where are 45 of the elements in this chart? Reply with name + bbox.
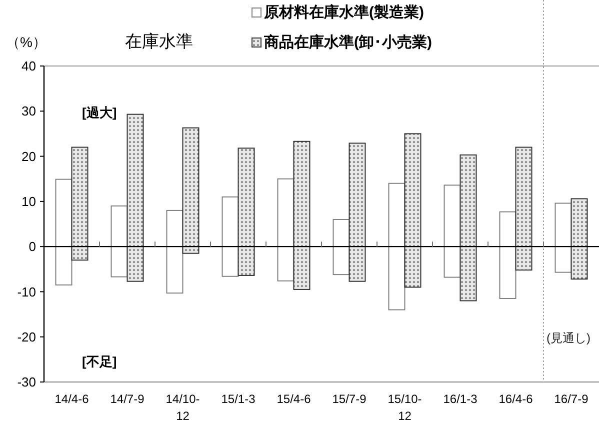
ref-line-label: (見通し)	[546, 330, 590, 345]
y-tick-label: -20	[17, 329, 36, 344]
x-tick-label: 14/7-9	[110, 392, 145, 406]
chart-title: 在庫水準	[125, 32, 193, 51]
bar	[293, 140, 310, 290]
x-tick-label: 14/10-12	[166, 392, 200, 423]
x-tick-label: 14/4-6	[54, 392, 90, 406]
bar	[499, 211, 516, 299]
y-tick-label: 0	[28, 239, 36, 254]
bar	[238, 148, 255, 276]
bar	[277, 178, 294, 282]
y-tick-label: -10	[17, 284, 36, 300]
y-axis-title: （%）	[6, 34, 46, 50]
bar	[71, 146, 88, 261]
annotation: [不足]	[82, 354, 117, 370]
bar	[554, 202, 572, 273]
x-tick-label: 16/7-9	[554, 392, 589, 406]
y-tick-label: 20	[22, 148, 36, 164]
y-tick-label: 30	[22, 104, 36, 119]
bar	[404, 133, 422, 288]
y-tick-label: 10	[22, 194, 36, 209]
bar	[515, 146, 532, 271]
x-tick-label: 15/7-9	[332, 392, 367, 406]
bar	[348, 142, 366, 282]
legend-label: 商品在庫水準(卸･小売業)	[263, 33, 432, 51]
annotation: [過大]	[82, 105, 117, 120]
bar	[444, 184, 461, 278]
legend-label: 原材料在庫水準(製造業)	[263, 3, 424, 21]
bar	[222, 196, 239, 277]
bar	[460, 154, 477, 302]
bar	[388, 182, 406, 310]
bar	[126, 114, 144, 282]
bar	[570, 198, 588, 280]
y-tick-label: 40	[22, 58, 36, 74]
bar	[332, 218, 350, 276]
bar	[110, 205, 128, 278]
x-tick-label: 15/4-6	[276, 392, 312, 406]
y-tick-label: -30	[17, 374, 36, 390]
bar	[166, 210, 184, 294]
bar	[182, 127, 200, 254]
x-tick-label: 16/4-6	[498, 392, 534, 406]
x-tick-label: 15/10-12	[388, 392, 422, 423]
bar	[55, 178, 72, 286]
x-tick-label: 15/1-3	[221, 392, 256, 406]
x-tick-label: 16/1-3	[443, 392, 478, 406]
